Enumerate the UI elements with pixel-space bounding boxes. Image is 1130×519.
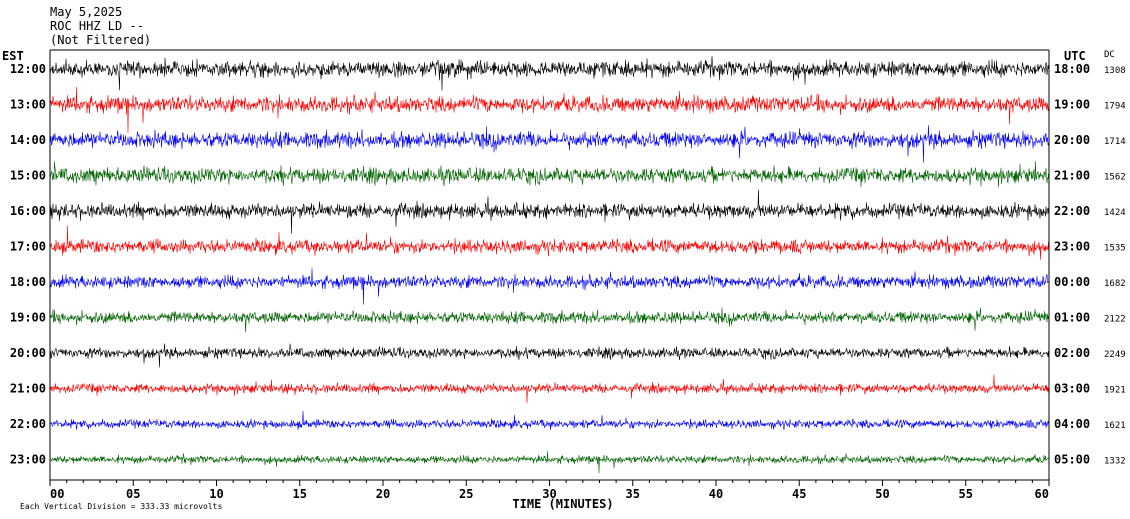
est-hour-label: 16:00 <box>10 204 46 218</box>
dc-value-label: 1562 <box>1104 173 1126 183</box>
est-hour-label: 12:00 <box>10 62 46 76</box>
est-hour-label: 13:00 <box>10 98 46 112</box>
utc-hour-label: 20:00 <box>1054 133 1090 147</box>
x-axis-title: TIME (MINUTES) <box>512 497 613 511</box>
dc-value-label: 1921 <box>1104 386 1126 396</box>
trace-line <box>49 189 1050 234</box>
utc-hour-label: 03:00 <box>1054 382 1090 396</box>
scale-note: Each Vertical Division = 333.33 microvol… <box>20 502 222 511</box>
x-tick-label: 40 <box>709 487 723 501</box>
dc-value-label: 1714 <box>1104 137 1126 147</box>
dc-value-label: 1332 <box>1104 457 1126 467</box>
x-tick-label: 50 <box>875 487 889 501</box>
utc-hour-label: 22:00 <box>1054 204 1090 218</box>
trace-line <box>49 307 1050 333</box>
x-tick-label: 55 <box>959 487 973 501</box>
est-hour-label: 15:00 <box>10 169 46 183</box>
x-tick-label: 35 <box>626 487 640 501</box>
trace-line <box>49 410 1050 431</box>
est-hour-label: 21:00 <box>10 382 46 396</box>
x-tick-group: 00 05 10 15 20 25 30 35 40 45 50 55 60 <box>49 480 1050 501</box>
dc-value-label: 1621 <box>1104 421 1126 431</box>
trace-line <box>49 225 1050 260</box>
x-tick-label: 45 <box>792 487 806 501</box>
x-tick-label: 10 <box>209 487 223 501</box>
station-label: ROC HHZ LD -- <box>50 19 144 33</box>
x-tick-label: 25 <box>459 487 473 501</box>
x-tick-label: 60 <box>1035 487 1049 501</box>
utc-hour-label: 23:00 <box>1054 240 1090 254</box>
est-hour-label: 18:00 <box>10 275 46 289</box>
trace-line <box>49 161 1050 188</box>
row-labels: 12:00 18:00 1308 13:00 19:00 1794 14:00 20:00 17… <box>10 62 1126 467</box>
dc-axis-label: DC <box>1104 50 1115 60</box>
trace-line <box>49 125 1050 163</box>
date-label: May 5,2025 <box>50 5 122 19</box>
utc-hour-label: 02:00 <box>1054 346 1090 360</box>
dc-value-label: 2122 <box>1104 315 1126 325</box>
utc-hour-label: 18:00 <box>1054 62 1090 76</box>
est-axis-label: EST <box>2 49 24 63</box>
dc-value-label: 1535 <box>1104 244 1126 254</box>
trace-line <box>49 56 1050 91</box>
x-tick-label: 05 <box>126 487 140 501</box>
trace-line <box>49 86 1050 134</box>
est-hour-label: 20:00 <box>10 346 46 360</box>
est-hour-label: 14:00 <box>10 133 46 147</box>
dc-value-label: 1682 <box>1104 279 1126 289</box>
utc-axis-label: UTC <box>1064 49 1086 63</box>
utc-hour-label: 21:00 <box>1054 169 1090 183</box>
utc-hour-label: 05:00 <box>1054 453 1090 467</box>
dc-value-label: 1794 <box>1104 102 1126 112</box>
filter-label: (Not Filtered) <box>50 33 151 47</box>
trace-line <box>49 451 1050 474</box>
x-tick-label: 15 <box>293 487 307 501</box>
est-hour-label: 22:00 <box>10 417 46 431</box>
utc-hour-label: 01:00 <box>1054 311 1090 325</box>
est-hour-label: 19:00 <box>10 311 46 325</box>
dc-value-label: 1424 <box>1104 208 1126 218</box>
trace-line <box>49 268 1050 305</box>
est-hour-label: 17:00 <box>10 240 46 254</box>
dc-value-label: 2249 <box>1104 350 1126 360</box>
trace-group <box>49 56 1050 474</box>
utc-hour-label: 04:00 <box>1054 417 1090 431</box>
utc-hour-label: 00:00 <box>1054 275 1090 289</box>
x-tick-label: 30 <box>542 487 556 501</box>
dc-value-label: 1308 <box>1104 66 1126 76</box>
trace-line <box>49 343 1050 368</box>
x-tick-label: 00 <box>50 487 64 501</box>
est-hour-label: 23:00 <box>10 453 46 467</box>
trace-line <box>49 374 1050 404</box>
utc-hour-label: 19:00 <box>1054 98 1090 112</box>
x-tick-label: 20 <box>376 487 390 501</box>
